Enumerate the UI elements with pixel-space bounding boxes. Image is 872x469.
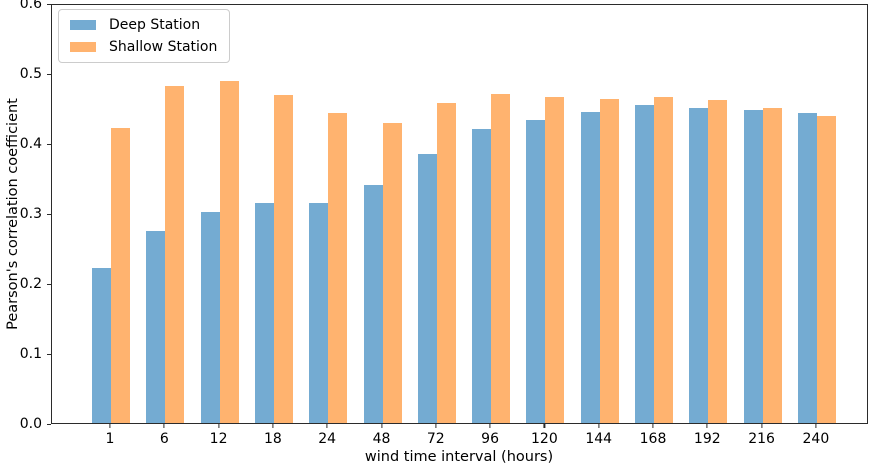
bar-shallow-18 [273, 95, 293, 423]
bar-shallow-216 [762, 108, 782, 423]
y-tick-mark [47, 143, 51, 145]
x-tick-mark [761, 424, 763, 428]
bar-deep-24 [309, 202, 329, 423]
legend-swatch-icon [70, 42, 96, 52]
x-tick-label: 120 [531, 431, 558, 447]
y-tick-mark [47, 213, 51, 215]
y-tick-label: 0.6 [19, 0, 42, 12]
x-tick-label: 72 [426, 431, 445, 447]
x-tick-mark [543, 424, 545, 428]
x-tick-mark [380, 424, 383, 428]
x-tick-label: 144 [585, 431, 613, 447]
bar-deep-6 [146, 230, 166, 423]
bar-deep-168 [635, 105, 654, 423]
y-tick-mark [47, 3, 51, 5]
x-axis-ticks: 1 6 12 18 24 48 72 96 120 144 168 192 216 240 [51, 424, 868, 448]
y-tick-label: 0.5 [19, 66, 42, 82]
bar-shallow-144 [599, 98, 619, 423]
bar-deep-192 [689, 108, 709, 423]
y-tick-mark [47, 353, 51, 355]
x-tick-label: 216 [748, 431, 775, 447]
bar-shallow-12 [219, 80, 239, 423]
bar-shallow-192 [708, 99, 728, 423]
bar-deep-12 [200, 212, 220, 423]
bar-shallow-168 [654, 96, 673, 423]
x-tick-label: 12 [209, 431, 228, 447]
x-tick-mark [109, 424, 111, 428]
bar-shallow-1 [111, 128, 130, 423]
y-tick-mark [47, 423, 51, 425]
bar-shallow-48 [382, 122, 402, 423]
x-tick-mark [163, 424, 165, 428]
legend-entry-deep-station: Deep Station [70, 17, 217, 33]
x-tick-mark [326, 424, 328, 428]
x-tick-mark [706, 424, 708, 428]
x-tick-mark [489, 424, 491, 428]
x-tick-mark [435, 424, 437, 428]
bar-shallow-24 [328, 112, 348, 423]
x-tick-mark [272, 424, 274, 428]
x-tick-mark [598, 424, 600, 428]
x-tick-label: 192 [693, 431, 721, 447]
bar-deep-96 [472, 129, 492, 423]
bar-deep-72 [417, 154, 437, 423]
bar-deep-240 [797, 112, 817, 423]
bar-deep-216 [743, 110, 763, 423]
y-axis-ticks: 0.0 0.1 0.2 0.3 0.4 0.5 0.6 [0, 0, 51, 431]
x-tick-label: 168 [639, 431, 667, 447]
bar-deep-144 [580, 111, 600, 423]
bar-deep-48 [363, 185, 383, 423]
y-tick-label: 0.1 [19, 346, 42, 362]
legend-label: Shallow Station [109, 39, 218, 55]
x-tick-mark [218, 424, 220, 428]
x-tick-label: 6 [159, 431, 169, 447]
x-tick-label: 24 [318, 431, 337, 447]
x-tick-label: 96 [481, 431, 500, 447]
legend-entry-shallow-station: Shallow Station [70, 39, 217, 55]
y-tick-mark [47, 283, 51, 285]
x-tick-mark [652, 424, 654, 428]
y-tick-mark [47, 73, 51, 75]
x-tick-label: 1 [105, 431, 115, 447]
bar-shallow-120 [545, 96, 565, 423]
bar-deep-1 [92, 268, 111, 423]
y-tick-label: 0.4 [19, 136, 42, 152]
bar-shallow-72 [436, 103, 456, 423]
y-tick-label: 0.2 [19, 276, 42, 292]
x-tick-label: 240 [802, 431, 830, 447]
bar-shallow-96 [491, 94, 511, 423]
x-tick-label: 18 [263, 431, 282, 447]
y-tick-label: 0.0 [19, 416, 42, 432]
bar-deep-18 [254, 203, 274, 423]
legend-label: Deep Station [109, 17, 201, 33]
x-tick-label: 48 [372, 431, 391, 447]
x-axis-label: wind time interval (hours) [364, 449, 554, 465]
legend: Deep Station Shallow Station [58, 9, 231, 63]
bar-shallow-6 [165, 85, 185, 423]
x-tick-mark [815, 424, 817, 428]
bar-shallow-240 [816, 116, 836, 423]
y-tick-label: 0.3 [19, 206, 42, 222]
plot-area [51, 4, 868, 424]
bar-deep-120 [526, 119, 546, 423]
legend-swatch-icon [70, 20, 96, 30]
